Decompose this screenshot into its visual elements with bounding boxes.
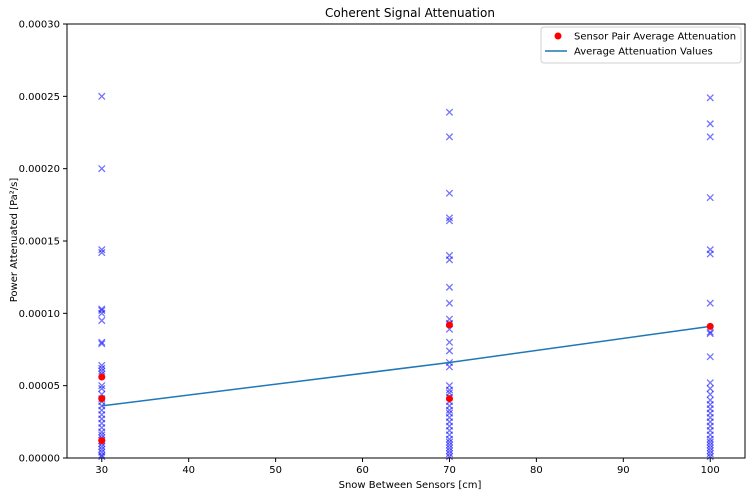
legend-frame bbox=[540, 26, 742, 64]
data-point-x-marker bbox=[706, 379, 714, 387]
data-point-x-marker bbox=[445, 452, 454, 461]
sensor-pair-average-point bbox=[98, 437, 106, 445]
data-point-x-marker bbox=[706, 390, 714, 399]
x-tick-label: 50 bbox=[269, 465, 282, 476]
axes-frame bbox=[66, 23, 746, 459]
data-point-x-marker bbox=[445, 435, 454, 443]
x-tick-label: 40 bbox=[182, 465, 195, 476]
x-tick-label: 70 bbox=[443, 465, 456, 476]
data-point-x-marker bbox=[98, 338, 106, 346]
data-point-x-marker bbox=[706, 444, 714, 452]
data-point-x-marker bbox=[98, 445, 106, 453]
data-point-x-marker bbox=[445, 283, 454, 291]
data-point-x-marker bbox=[445, 438, 454, 446]
data-point-x-marker bbox=[706, 193, 714, 202]
data-point-x-marker bbox=[98, 431, 106, 439]
y-tick-label: 0.00000 bbox=[19, 454, 60, 465]
data-point-x-marker bbox=[445, 338, 454, 346]
data-point-x-marker bbox=[706, 328, 714, 336]
data-point-x-marker bbox=[98, 451, 106, 459]
data-point-x-marker bbox=[706, 120, 714, 128]
data-point-x-marker bbox=[706, 452, 714, 461]
data-point-x-marker bbox=[706, 329, 714, 338]
data-point-x-marker bbox=[706, 384, 714, 393]
data-point-x-marker bbox=[98, 384, 106, 393]
data-point-x-marker bbox=[445, 108, 454, 116]
data-point-x-marker bbox=[98, 248, 106, 257]
data-point-x-marker bbox=[98, 309, 106, 317]
data-point-x-marker bbox=[98, 246, 106, 254]
chart-title: Coherent Signal Attenuation bbox=[325, 6, 495, 20]
sensor-pair-average-point bbox=[706, 322, 714, 330]
x-tick-label: 100 bbox=[701, 465, 720, 476]
x-tick-label: 30 bbox=[95, 465, 108, 476]
y-tick-label: 0.00020 bbox=[19, 164, 60, 175]
legend-label-trend-line: Average Attenuation Values bbox=[574, 47, 713, 58]
data-point-x-marker bbox=[445, 441, 454, 449]
data-point-x-marker bbox=[445, 347, 454, 355]
data-point-x-marker bbox=[98, 165, 106, 173]
y-tick-label: 0.00005 bbox=[19, 381, 60, 392]
data-point-x-marker bbox=[445, 256, 454, 264]
data-point-x-marker bbox=[706, 450, 714, 458]
data-point-x-marker bbox=[98, 316, 106, 325]
y-axis-label: Power Attenuated [Pa²/s] bbox=[9, 178, 20, 303]
average-attenuation-line bbox=[101, 325, 711, 407]
y-tick-label: 0.00015 bbox=[19, 237, 60, 248]
x-tick-label: 90 bbox=[617, 465, 630, 476]
data-point-x-marker bbox=[706, 133, 714, 141]
data-point-x-marker bbox=[98, 306, 106, 315]
x-axis-label: Snow Between Sensors [cm] bbox=[339, 480, 482, 491]
data-point-x-marker bbox=[445, 217, 454, 225]
data-point-x-marker bbox=[706, 353, 714, 361]
data-point-x-marker bbox=[445, 214, 454, 222]
data-point-x-marker bbox=[98, 367, 106, 375]
data-point-x-marker bbox=[445, 386, 454, 394]
data-point-x-marker bbox=[706, 250, 714, 258]
data-point-x-marker bbox=[706, 441, 714, 449]
legend-marker-average-points bbox=[554, 32, 562, 40]
x-tick-label: 80 bbox=[530, 465, 543, 476]
data-point-x-marker bbox=[445, 189, 454, 197]
data-point-x-marker bbox=[445, 299, 454, 307]
sensor-pair-average-point bbox=[445, 321, 453, 329]
axes: 30 40 50 60 70 80 90 100 0.00000 0.00005 0.00010 0.… bbox=[19, 20, 746, 476]
data-point-x-marker bbox=[706, 94, 714, 102]
y-tick-label: 0.00030 bbox=[19, 20, 60, 31]
sensor-pair-average-point bbox=[98, 395, 106, 403]
data-point-x-marker bbox=[98, 442, 106, 451]
sensor-pair-average-point bbox=[98, 373, 106, 381]
data-point-x-marker bbox=[706, 299, 714, 307]
data-point-x-marker bbox=[98, 361, 106, 370]
y-tick-label: 0.00010 bbox=[19, 309, 60, 320]
sensor-pair-average-point bbox=[445, 395, 453, 403]
data-point-x-marker bbox=[98, 340, 106, 348]
data-point-x-marker bbox=[706, 438, 714, 446]
data-point-x-marker bbox=[445, 444, 454, 452]
y-tick-label: 0.00025 bbox=[19, 92, 60, 103]
x-tick-label: 60 bbox=[356, 465, 369, 476]
legend-label-average-points: Sensor Pair Average Attenuation bbox=[574, 32, 736, 43]
data-point-x-marker bbox=[98, 92, 106, 100]
data-point-x-marker bbox=[98, 382, 106, 390]
data-point-x-marker bbox=[445, 447, 454, 455]
data-point-x-marker bbox=[706, 447, 714, 455]
plot-area bbox=[98, 92, 714, 461]
data-point-x-marker bbox=[445, 450, 454, 458]
data-point-x-marker bbox=[98, 428, 106, 436]
data-point-x-marker bbox=[445, 363, 454, 371]
data-point-x-marker bbox=[98, 452, 106, 461]
data-point-x-marker bbox=[445, 406, 454, 414]
legend: Sensor Pair Average Attenuation Average … bbox=[540, 26, 742, 64]
data-point-x-marker bbox=[445, 133, 454, 141]
data-point-x-marker bbox=[98, 364, 106, 372]
data-point-x-marker bbox=[706, 435, 714, 443]
